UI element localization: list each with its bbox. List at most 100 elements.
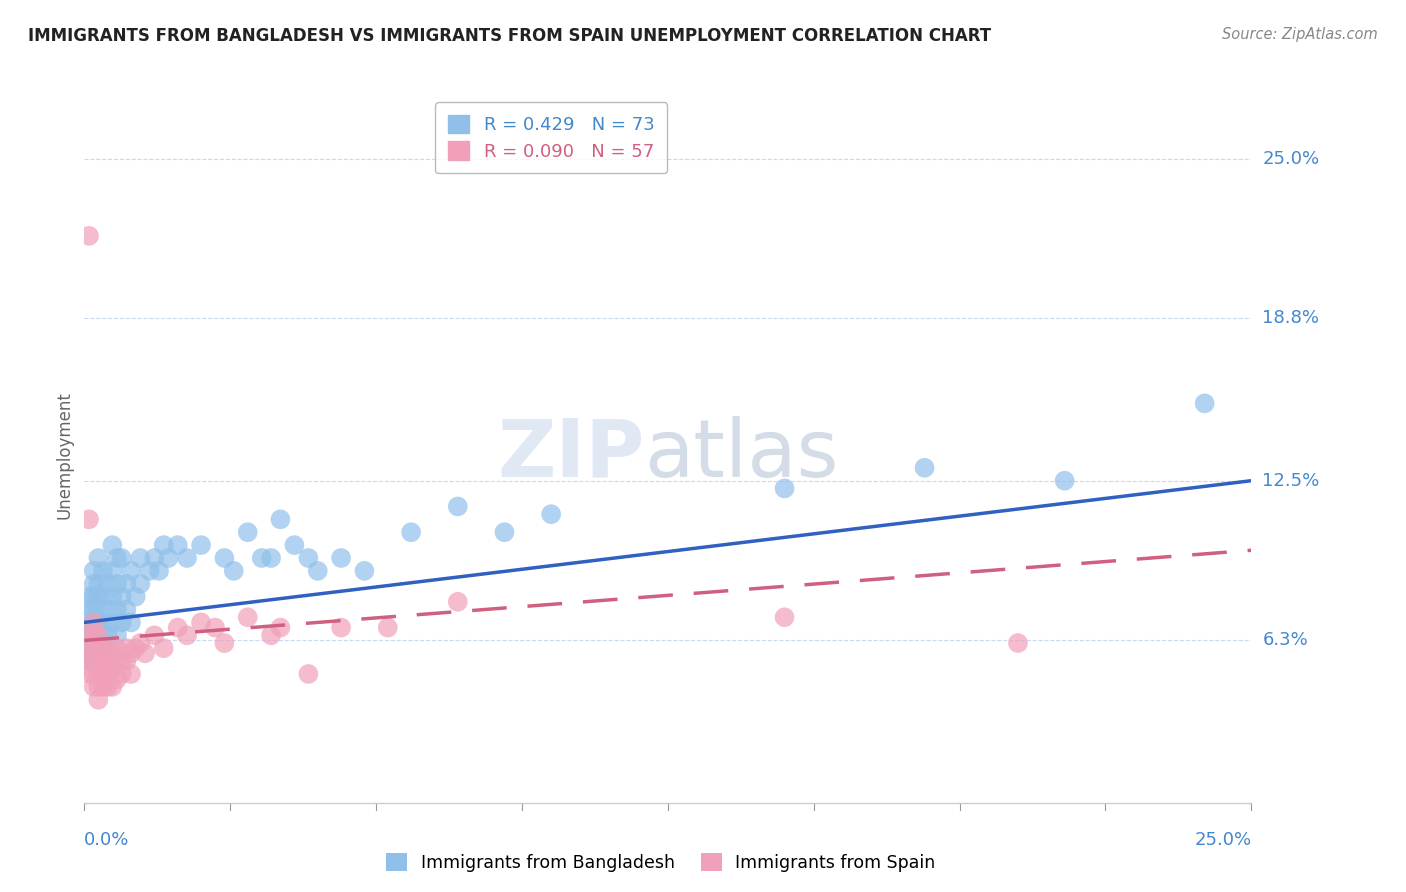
Point [105, 602, 128, 616]
Point [83, 590, 105, 604]
Text: 18.8%: 18.8% [1263, 310, 1319, 327]
Point [91, 615, 114, 630]
Point [83, 615, 105, 630]
Text: Source: ZipAtlas.com: Source: ZipAtlas.com [1222, 27, 1378, 42]
Legend: Immigrants from Bangladesh, Immigrants from Spain: Immigrants from Bangladesh, Immigrants f… [380, 847, 942, 879]
Point [222, 564, 245, 578]
Point [148, 564, 170, 578]
Point [447, 595, 470, 609]
Point [353, 564, 375, 578]
Point [87, 615, 110, 630]
Point [77, 667, 100, 681]
Point [83, 641, 105, 656]
Point [214, 551, 236, 566]
Point [330, 551, 353, 566]
Point [176, 628, 198, 642]
Point [143, 628, 166, 642]
Point [97, 680, 120, 694]
Point [87, 551, 110, 566]
Point [87, 590, 110, 604]
Point [77, 628, 100, 642]
Point [399, 525, 422, 540]
Point [97, 654, 120, 668]
Point [77, 641, 100, 656]
Text: 25.0%: 25.0% [1263, 150, 1320, 168]
Point [101, 646, 124, 660]
Point [83, 667, 105, 681]
Point [269, 621, 291, 635]
Point [1194, 396, 1216, 410]
Point [87, 654, 110, 668]
Point [120, 564, 142, 578]
Point [87, 628, 110, 642]
Point [236, 525, 259, 540]
Point [125, 590, 148, 604]
Point [101, 564, 124, 578]
Point [166, 621, 188, 635]
Point [87, 680, 110, 694]
Point [87, 628, 110, 642]
Point [260, 551, 283, 566]
Y-axis label: Unemployment: Unemployment [55, 391, 73, 519]
Point [129, 576, 152, 591]
Point [447, 500, 470, 514]
Point [115, 654, 138, 668]
Point [105, 628, 128, 642]
Point [87, 641, 110, 656]
Point [101, 538, 124, 552]
Point [91, 590, 114, 604]
Text: 25.0%: 25.0% [1194, 830, 1251, 848]
Point [111, 667, 134, 681]
Point [101, 662, 124, 676]
Point [125, 641, 148, 656]
Point [152, 641, 174, 656]
Point [143, 551, 166, 566]
Point [91, 641, 114, 656]
Point [87, 667, 110, 681]
Point [111, 615, 134, 630]
Point [97, 628, 120, 642]
Point [105, 672, 128, 686]
Point [377, 621, 399, 635]
Text: 12.5%: 12.5% [1263, 472, 1320, 490]
Point [97, 602, 120, 616]
Point [83, 615, 105, 630]
Point [166, 538, 188, 552]
Point [134, 646, 156, 660]
Point [101, 615, 124, 630]
Point [77, 641, 100, 656]
Point [105, 576, 128, 591]
Text: ZIP: ZIP [498, 416, 644, 494]
Point [120, 615, 142, 630]
Point [77, 228, 100, 243]
Point [1053, 474, 1076, 488]
Point [307, 564, 329, 578]
Point [87, 692, 110, 706]
Point [330, 621, 353, 635]
Point [129, 636, 152, 650]
Point [111, 654, 134, 668]
Point [77, 590, 100, 604]
Point [111, 590, 134, 604]
Point [105, 641, 128, 656]
Point [101, 680, 124, 694]
Point [297, 551, 319, 566]
Point [190, 615, 212, 630]
Point [129, 551, 152, 566]
Point [83, 641, 105, 656]
Point [77, 654, 100, 668]
Point [77, 602, 100, 616]
Point [120, 646, 142, 660]
Point [204, 621, 226, 635]
Point [176, 551, 198, 566]
Point [77, 628, 100, 642]
Point [111, 551, 134, 566]
Point [152, 538, 174, 552]
Point [190, 538, 212, 552]
Point [91, 654, 114, 668]
Point [87, 576, 110, 591]
Point [297, 667, 319, 681]
Point [87, 602, 110, 616]
Point [540, 507, 562, 521]
Point [269, 512, 291, 526]
